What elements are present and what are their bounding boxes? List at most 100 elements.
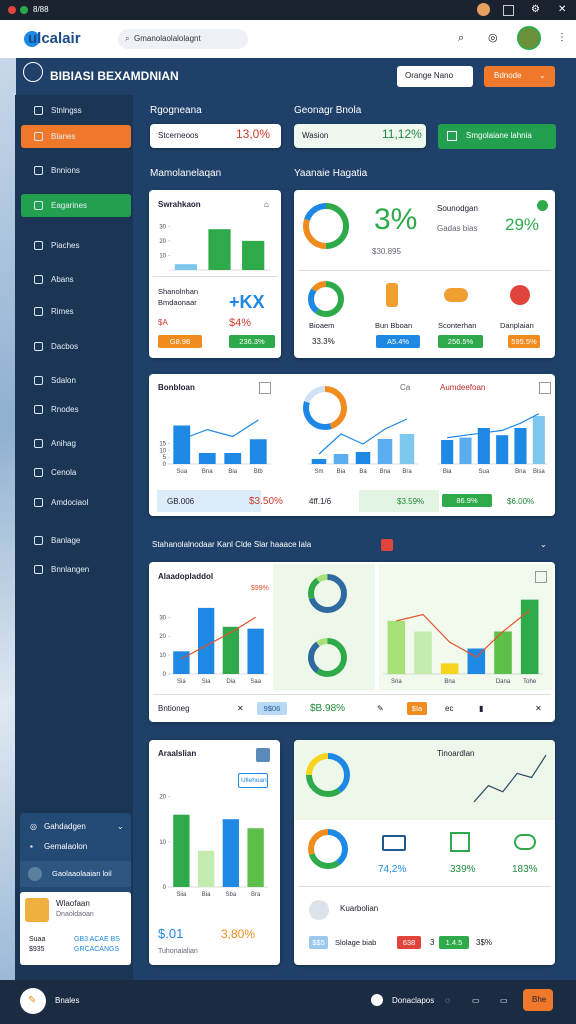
backdrop xyxy=(0,58,16,980)
x-tick-label: Sba xyxy=(226,892,237,898)
annotation: $99% xyxy=(251,585,269,592)
kpi-label: Geonagr Bnola xyxy=(294,105,362,116)
nav-item[interactable]: Rimes xyxy=(51,307,74,316)
card-title: Bonbloan xyxy=(158,383,195,392)
x-tick-label: Bia xyxy=(337,469,346,475)
value: +KX xyxy=(229,292,265,312)
donut xyxy=(308,281,344,317)
y-tick-label: 20 xyxy=(159,634,166,640)
bar xyxy=(224,453,242,464)
donut-segment xyxy=(308,574,347,613)
nav-item[interactable]: Blanes xyxy=(51,132,76,141)
donut xyxy=(303,386,347,430)
value: $3.59% xyxy=(397,497,425,506)
trend-line xyxy=(181,419,259,440)
x-tick-label: Bia xyxy=(228,469,237,475)
bar xyxy=(496,435,509,464)
footer-label[interactable]: Donaclapos xyxy=(392,996,435,1005)
nav-item[interactable]: Bnnlangen xyxy=(51,565,90,574)
y-tick-label: 30 xyxy=(159,224,166,230)
value: 74,2% xyxy=(378,864,407,875)
y-tick-label: 0 xyxy=(163,885,167,891)
nav-item[interactable]: Sdalon xyxy=(51,376,76,385)
trend-line xyxy=(396,609,531,658)
button-label: Bhe xyxy=(532,995,547,1004)
value: $6.00% xyxy=(507,497,535,506)
nav-item[interactable]: Anihag xyxy=(51,439,76,448)
tag: 638 xyxy=(397,936,421,949)
bar xyxy=(387,620,406,674)
value: $.01 xyxy=(158,926,184,941)
avatar-small[interactable] xyxy=(477,3,490,16)
bar xyxy=(441,440,454,464)
window-icon[interactable] xyxy=(503,5,514,16)
x-tick-label: Sua xyxy=(478,469,489,475)
button[interactable]: Ullehoan xyxy=(238,773,268,788)
nav-item[interactable]: Rnodes xyxy=(51,405,79,414)
y-tick-label: 20 xyxy=(159,795,166,801)
bar xyxy=(173,425,191,464)
nav-item[interactable]: Eagarines xyxy=(51,201,88,210)
footer: ✎ Bnales Donaclapos ◌ ▭ ▭ Bhe xyxy=(0,980,576,1024)
bar xyxy=(333,454,349,464)
bar xyxy=(247,828,264,887)
label: Tuhonaialian xyxy=(158,948,198,955)
button[interactable]: Smgolaiane lahnia xyxy=(438,124,556,149)
search-box[interactable]: ⌕ Gmanolaolalolagnt xyxy=(118,29,248,49)
label: Kuarbolian xyxy=(340,904,379,913)
nav-item[interactable]: Amdociaol xyxy=(51,498,89,507)
trend-line xyxy=(181,616,256,660)
nav-item[interactable]: Bnnions xyxy=(51,166,80,175)
mini-chart xyxy=(473,754,547,803)
nav-item[interactable]: Piaches xyxy=(51,241,80,250)
donut-segment xyxy=(308,574,347,613)
button-label: Orange Nano xyxy=(405,71,454,80)
y-tick-label: 10 xyxy=(159,653,166,659)
value: 3% xyxy=(374,203,418,236)
bar xyxy=(467,648,486,674)
nav-item[interactable]: Cenola xyxy=(51,468,77,477)
logo[interactable]: ulcalair xyxy=(28,30,81,47)
bar xyxy=(355,452,371,464)
stat: GB3 ACAE BS xyxy=(74,936,120,943)
section-title: Yaanaie Hagatia xyxy=(294,168,368,179)
x-tick-label: Siia xyxy=(176,892,187,898)
tag: $Ia xyxy=(407,702,427,715)
page-title: BIBIASI BEXAMDNIAN xyxy=(50,69,179,83)
panel-subtitle: Gemalaolon xyxy=(44,842,88,851)
nav-item[interactable]: Abans xyxy=(51,275,74,284)
bar xyxy=(399,434,415,464)
bar xyxy=(197,850,215,887)
nav-item[interactable]: Dacbos xyxy=(51,342,79,351)
button[interactable]: Bhe xyxy=(523,989,553,1011)
donut xyxy=(306,753,350,797)
y-tick-label: 20 xyxy=(159,239,166,245)
donut-segment xyxy=(303,203,349,249)
donut-segment xyxy=(308,281,344,317)
avatar[interactable] xyxy=(517,26,541,50)
label: Gadas bias xyxy=(437,224,478,233)
donut xyxy=(308,638,347,677)
tag: 1.4.5 xyxy=(439,936,469,949)
window-bar: 8/88 ⚙ ✕ xyxy=(0,0,576,20)
donut-segment xyxy=(303,386,347,430)
nav-item[interactable]: Stnlngss xyxy=(51,106,82,115)
bar xyxy=(311,459,327,464)
donut-segment xyxy=(308,281,344,317)
nav-icon xyxy=(34,132,43,141)
nav-item[interactable]: Banlage xyxy=(51,536,81,545)
card-title: Araalslian xyxy=(158,749,197,758)
stat: Suaa xyxy=(29,936,46,943)
button[interactable]: Bdnode ⌄ xyxy=(484,66,555,87)
nav-icon xyxy=(34,201,43,210)
bar xyxy=(514,428,527,464)
donut xyxy=(308,829,348,869)
button-label: Bdnode xyxy=(494,71,522,80)
button[interactable]: Orange Nano xyxy=(397,66,473,87)
x-tick-label: Tohe xyxy=(523,679,537,685)
bar xyxy=(174,264,197,270)
x-tick-label: Bia xyxy=(202,892,211,898)
y-tick-label: 10 xyxy=(159,840,166,846)
donut-segment xyxy=(303,386,347,430)
bar xyxy=(520,599,539,674)
